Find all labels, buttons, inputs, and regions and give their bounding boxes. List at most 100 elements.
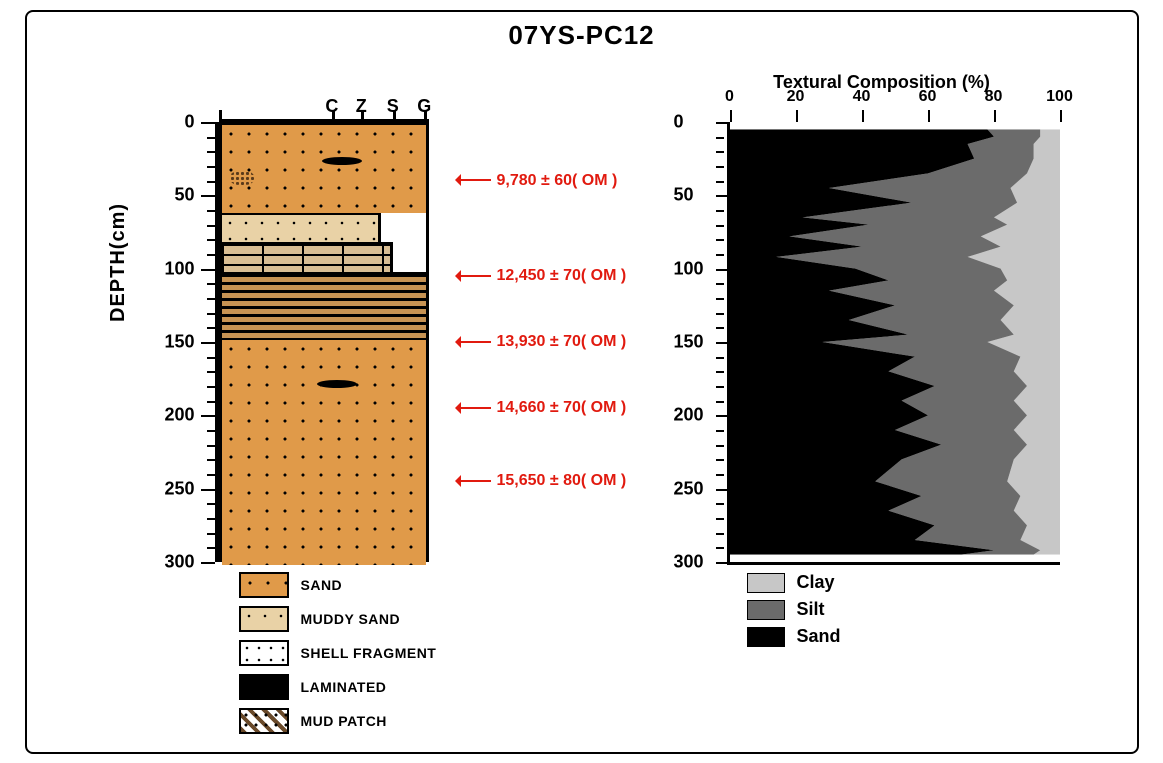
legend-label: MUDDY SAND xyxy=(301,611,401,627)
depth-tick-minor xyxy=(207,137,215,139)
y-tick-major xyxy=(716,415,730,417)
depth-tick-minor xyxy=(207,430,215,432)
depth-tick-minor xyxy=(207,357,215,359)
depth-axis-label: DEPTH(cm) xyxy=(107,203,130,322)
lithology-column: DEPTH(cm) 050100150200250300 CZSG 9,780 … xyxy=(167,82,607,722)
textural-legend-row: Clay xyxy=(747,572,841,593)
depth-tick-major xyxy=(201,122,215,124)
x-tick xyxy=(1060,110,1062,122)
y-tick-major xyxy=(716,489,730,491)
grain-tick-label: C xyxy=(325,96,338,117)
figure-frame: 07YS-PC12 DEPTH(cm) 050100150200250300 C… xyxy=(25,10,1139,754)
blank-top xyxy=(730,122,1060,129)
y-tick-label: 50 xyxy=(674,185,694,206)
depth-tick-minor xyxy=(207,533,215,535)
y-tick-minor xyxy=(716,386,724,388)
y-tick-label: 200 xyxy=(674,405,704,426)
depth-tick-minor xyxy=(207,401,215,403)
y-tick-minor xyxy=(716,459,724,461)
depth-tick-major xyxy=(201,562,215,564)
y-tick-minor xyxy=(716,137,724,139)
depth-tick-label: 300 xyxy=(164,552,194,573)
depth-tick-label: 150 xyxy=(164,332,194,353)
depth-tick-minor xyxy=(207,298,215,300)
legend-swatch xyxy=(239,640,289,666)
y-tick-minor xyxy=(716,371,724,373)
legend-row: SAND xyxy=(239,572,437,598)
legend-swatch xyxy=(239,708,289,734)
lithology-log xyxy=(219,122,429,562)
y-tick-minor xyxy=(716,518,724,520)
grain-tick xyxy=(219,110,222,122)
textural-areas xyxy=(730,122,1060,562)
figure-title: 07YS-PC12 xyxy=(27,20,1137,51)
grain-tick-label: G xyxy=(417,96,431,117)
depth-tick-minor xyxy=(207,225,215,227)
x-tick xyxy=(730,110,732,122)
x-tick-label: 20 xyxy=(787,88,805,106)
blank-bottom xyxy=(730,555,1060,562)
y-tick-minor xyxy=(716,401,724,403)
lithology-legend: SAND MUDDY SAND SHELL FRAGMENT LAMINATED MUD… xyxy=(239,572,437,742)
date-arrow xyxy=(457,341,491,343)
depth-tick-minor xyxy=(207,166,215,168)
legend-row: MUD PATCH xyxy=(239,708,437,734)
depth-tick-minor xyxy=(207,371,215,373)
radiocarbon-date: 12,450 ± 70( OM ) xyxy=(457,267,627,285)
y-tick-minor xyxy=(716,430,724,432)
radiocarbon-date: 14,660 ± 70( OM ) xyxy=(457,399,627,417)
y-tick-minor xyxy=(716,313,724,315)
depth-tick-minor xyxy=(207,313,215,315)
y-tick-minor xyxy=(716,533,724,535)
lith-unit xyxy=(222,125,426,213)
y-tick-major xyxy=(716,342,730,344)
mud-lens xyxy=(322,157,362,165)
depth-tick-label: 200 xyxy=(164,405,194,426)
y-tick-minor xyxy=(716,151,724,153)
depth-tick-minor xyxy=(207,386,215,388)
textural-legend: ClaySiltSand xyxy=(747,572,841,653)
legend-swatch xyxy=(239,674,289,700)
grain-size-header: CZSG xyxy=(219,100,429,122)
legend-label: LAMINATED xyxy=(301,679,387,695)
y-tick-major xyxy=(716,195,730,197)
depth-tick-minor xyxy=(207,327,215,329)
y-tick-minor xyxy=(716,547,724,549)
y-tick-minor xyxy=(716,327,724,329)
date-label: 14,660 ± 70( OM ) xyxy=(497,399,627,416)
depth-tick-minor xyxy=(207,283,215,285)
depth-tick-label: 0 xyxy=(184,112,194,133)
y-tick-minor xyxy=(716,445,724,447)
x-tick xyxy=(928,110,930,122)
legend-row: LAMINATED xyxy=(239,674,437,700)
y-tick-minor xyxy=(716,181,724,183)
y-tick-minor xyxy=(716,474,724,476)
legend-swatch xyxy=(239,572,289,598)
depth-tick-minor xyxy=(207,547,215,549)
legend-label: SHELL FRAGMENT xyxy=(301,645,437,661)
y-tick-minor xyxy=(716,357,724,359)
legend-swatch xyxy=(239,606,289,632)
textural-legend-swatch xyxy=(747,573,785,593)
depth-tick-minor xyxy=(207,503,215,505)
date-label: 15,650 ± 80( OM ) xyxy=(497,472,627,489)
x-tick xyxy=(994,110,996,122)
textural-composition: Textural Composition (%) 020406080100050… xyxy=(667,72,1097,722)
date-arrow xyxy=(457,275,491,277)
legend-row: MUDDY SAND xyxy=(239,606,437,632)
textural-legend-swatch xyxy=(747,600,785,620)
textural-legend-swatch xyxy=(747,627,785,647)
x-tick xyxy=(796,110,798,122)
y-tick-minor xyxy=(716,283,724,285)
depth-tick-minor xyxy=(207,239,215,241)
grain-tick-label: S xyxy=(387,96,399,117)
x-tick-label: 0 xyxy=(725,88,734,106)
radiocarbon-date: 15,650 ± 80( OM ) xyxy=(457,472,627,490)
radiocarbon-date: 13,930 ± 70( OM ) xyxy=(457,333,627,351)
y-tick-label: 250 xyxy=(674,478,704,499)
date-arrow xyxy=(457,480,491,482)
textural-legend-row: Sand xyxy=(747,626,841,647)
x-tick-label: 60 xyxy=(919,88,937,106)
y-tick-minor xyxy=(716,239,724,241)
depth-tick-major xyxy=(201,195,215,197)
